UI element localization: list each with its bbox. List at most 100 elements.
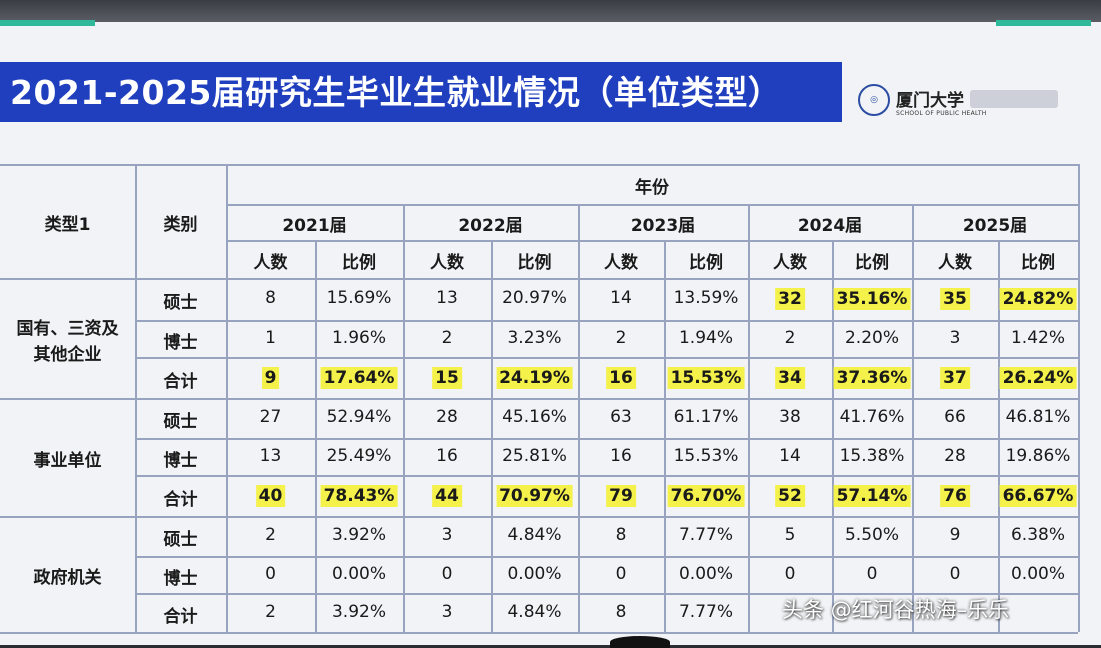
cell-count: 14 xyxy=(779,445,801,466)
cell-count: 9 xyxy=(261,366,280,389)
row-category: 博士 xyxy=(163,332,198,353)
cell-ratio: 24.19% xyxy=(496,366,573,389)
grid-line xyxy=(135,556,1078,558)
cell-ratio: 0 xyxy=(866,563,878,584)
cell-ratio: 61.17% xyxy=(673,407,739,427)
row-category: 合计 xyxy=(163,489,198,510)
cell-count: 3 xyxy=(441,601,453,622)
cell-ratio: 1.94% xyxy=(678,327,734,348)
cell-count: 0 xyxy=(949,563,961,584)
cell-count: 35 xyxy=(940,288,970,310)
year-header: 2023届 xyxy=(630,216,696,236)
cell-ratio: 26.24% xyxy=(999,366,1077,389)
cell-count: 28 xyxy=(436,407,458,427)
cell-count: 8 xyxy=(615,525,627,545)
cell-ratio: 78.43% xyxy=(320,484,398,507)
header-year: 年份 xyxy=(635,178,669,198)
cell-ratio: 41.76% xyxy=(839,407,905,427)
cell-count: 3 xyxy=(949,327,961,348)
university-seal-icon: ◎ xyxy=(858,84,890,116)
cell-ratio: 0.00% xyxy=(331,563,387,584)
cell-ratio: 3.92% xyxy=(331,601,387,622)
cell-count: 2 xyxy=(265,601,276,622)
cell-count: 66 xyxy=(944,407,966,427)
cell-count: 76 xyxy=(940,484,970,507)
cell-ratio: 15.53% xyxy=(673,445,739,466)
cell-ratio: 0.00% xyxy=(678,563,734,584)
grid-line xyxy=(0,632,1078,634)
grid-line xyxy=(226,240,1078,242)
cell-ratio: 19.86% xyxy=(1005,445,1071,466)
cell-ratio: 66.67% xyxy=(999,484,1077,507)
cell-count: 0 xyxy=(615,563,627,584)
cell-count: 3 xyxy=(441,525,453,545)
cell-count: 13 xyxy=(259,445,282,466)
group-name: 国有、三资及 xyxy=(16,319,119,339)
cell-count: 2 xyxy=(265,525,276,545)
grid-line xyxy=(403,204,405,632)
cell-count: 0 xyxy=(441,563,453,584)
university-subtitle: SCHOOL OF PUBLIC HEALTH xyxy=(896,110,987,117)
cell-ratio: 5.50% xyxy=(844,525,900,545)
row-category: 合计 xyxy=(163,606,198,627)
row-category: 硕士 xyxy=(163,530,198,550)
cell-count: 5 xyxy=(784,525,796,545)
sub-header-count: 人数 xyxy=(253,253,288,273)
cell-ratio: 13.59% xyxy=(673,288,739,308)
cell-count: 40 xyxy=(255,484,286,507)
sub-header-count: 人数 xyxy=(604,253,638,273)
grid-line xyxy=(578,204,580,632)
cell-count: 2 xyxy=(784,327,796,348)
sub-header-count: 人数 xyxy=(430,253,464,273)
cell-ratio: 76.70% xyxy=(667,484,745,507)
slide-title: 2021-2025届研究生毕业生就业情况（单位类型） xyxy=(10,73,782,112)
cell-ratio: 0.00% xyxy=(1010,563,1066,584)
group-name: 政府机关 xyxy=(33,568,102,588)
year-header: 2021届 xyxy=(282,216,347,236)
grid-line xyxy=(315,240,317,632)
title-bar xyxy=(0,62,842,122)
cell-ratio: 46.81% xyxy=(1005,407,1071,427)
grid-line xyxy=(0,398,1078,400)
sub-header-ratio: 比例 xyxy=(517,253,552,273)
sub-header-count: 人数 xyxy=(938,253,972,273)
grid-line xyxy=(832,240,834,632)
cell-count: 0 xyxy=(784,563,796,584)
cell-ratio: 1.42% xyxy=(1010,327,1066,348)
audience-head-silhouette xyxy=(610,636,670,648)
sub-header-ratio: 比例 xyxy=(689,253,723,273)
row-category: 硕士 xyxy=(163,412,198,432)
sub-header-count: 人数 xyxy=(773,253,807,273)
grid-line xyxy=(1078,164,1080,632)
cell-ratio: 7.77% xyxy=(678,601,734,622)
sub-header-ratio: 比例 xyxy=(1021,253,1055,273)
cell-ratio: 70.97% xyxy=(496,484,573,507)
grid-line xyxy=(135,357,1078,359)
cell-count: 37 xyxy=(940,366,970,389)
cell-ratio: 35.16% xyxy=(833,288,911,310)
cell-count: 16 xyxy=(610,445,632,466)
watermark: 头条 @红河谷热海–乐乐 xyxy=(782,598,1010,622)
grid-line xyxy=(135,593,1078,595)
grid-line xyxy=(226,204,1078,206)
cell-ratio: 20.97% xyxy=(502,288,567,308)
row-category: 硕士 xyxy=(163,293,198,313)
cell-ratio: 3.23% xyxy=(507,327,562,348)
cell-ratio: 6.38% xyxy=(1010,525,1066,545)
cell-count: 8 xyxy=(615,601,627,622)
cell-ratio: 25.49% xyxy=(326,445,392,466)
header-type1: 类型1 xyxy=(44,215,91,235)
grid-line xyxy=(748,204,750,632)
cell-ratio: 17.64% xyxy=(320,366,398,389)
cell-count: 1 xyxy=(265,327,276,348)
year-header: 2022届 xyxy=(458,216,523,236)
grid-line xyxy=(0,278,1078,280)
sub-header-ratio: 比例 xyxy=(342,253,376,273)
cell-count: 28 xyxy=(944,445,966,466)
cell-ratio: 25.81% xyxy=(502,445,567,466)
cell-count: 63 xyxy=(610,407,632,427)
cell-count: 9 xyxy=(949,525,961,545)
grid-line xyxy=(226,164,228,632)
cell-ratio: 1.96% xyxy=(331,327,387,348)
cell-ratio: 7.77% xyxy=(678,525,734,545)
